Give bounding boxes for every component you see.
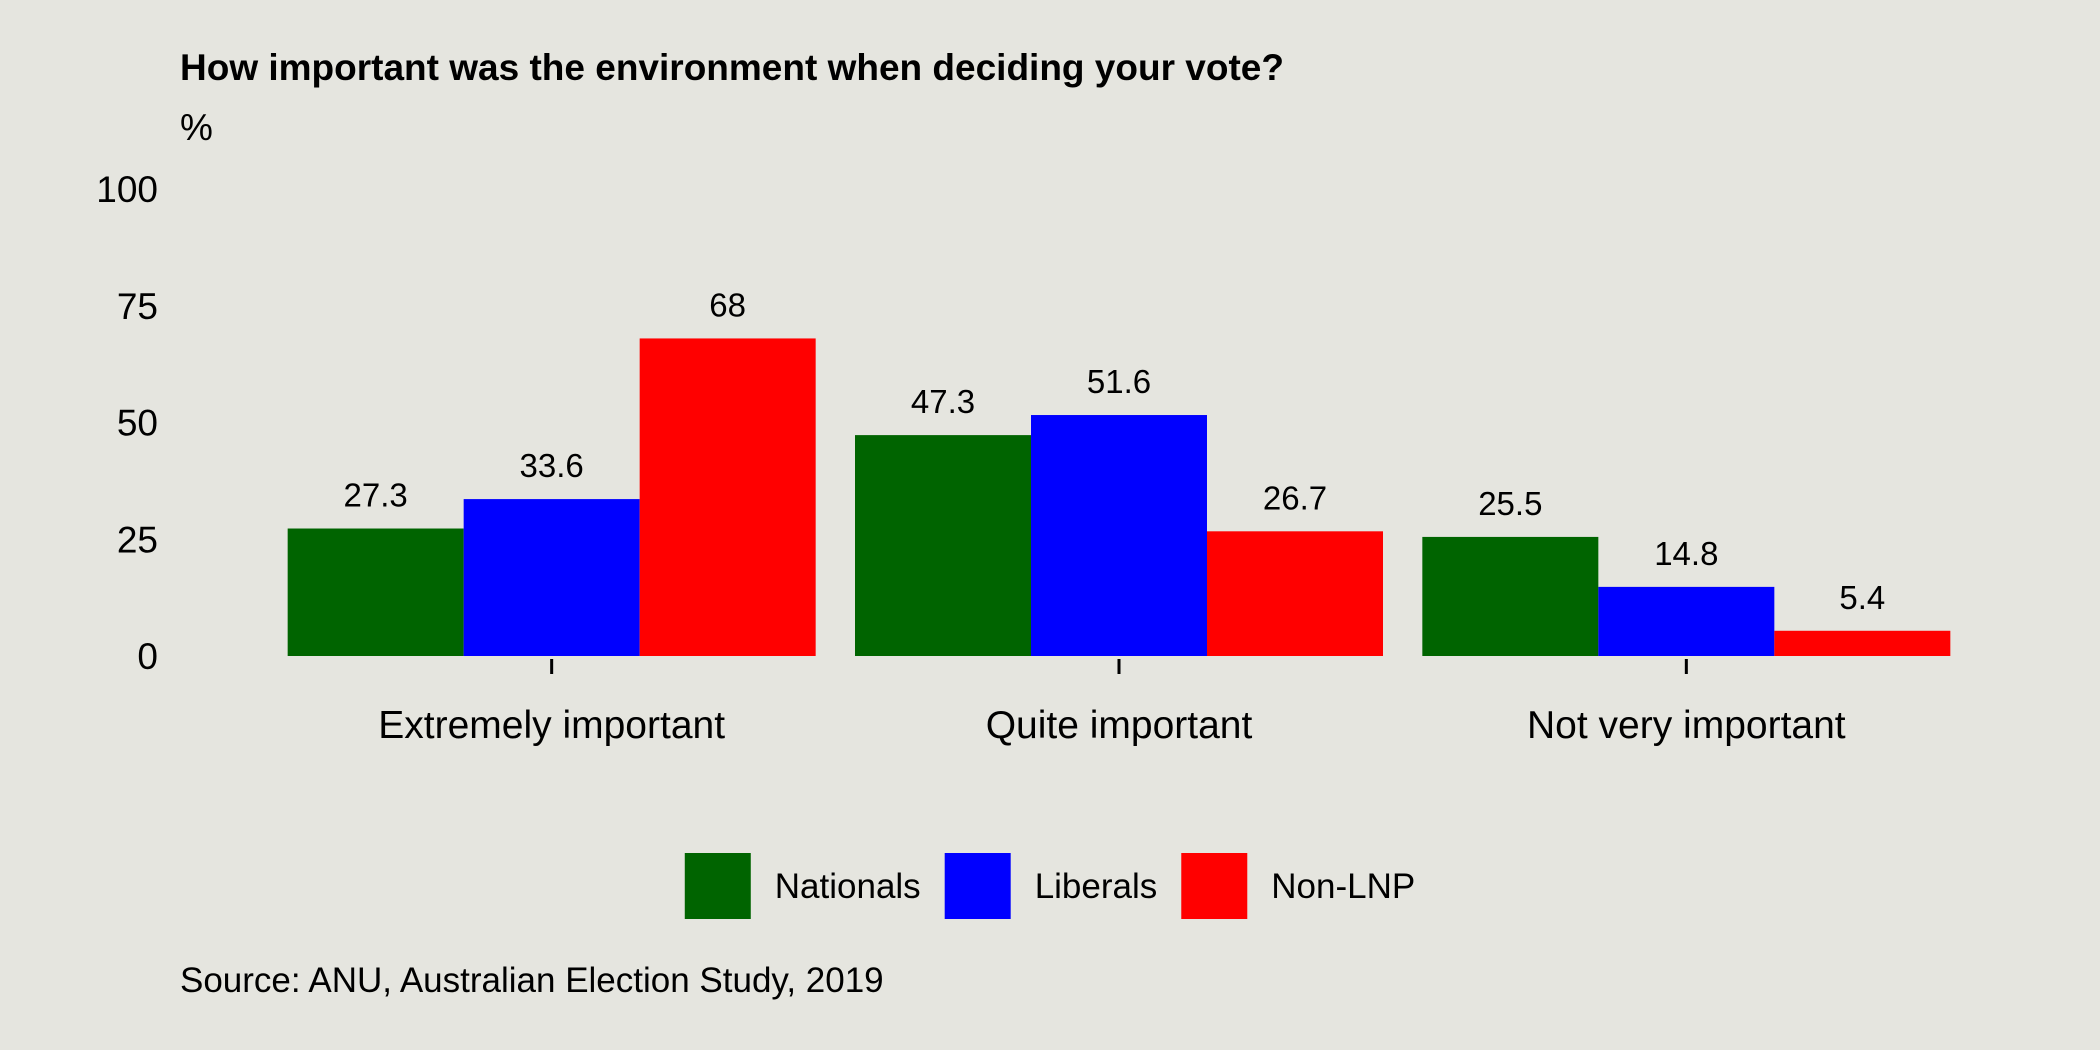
bar-non-lnp (1774, 630, 1951, 656)
bar-non-lnp (639, 338, 816, 656)
x-tick-label: Quite important (986, 704, 1253, 747)
y-tick-label: 0 (137, 636, 158, 677)
data-label: 5.4 (1839, 579, 1885, 616)
data-label: 68 (709, 286, 746, 323)
x-tick-label: Not very important (1527, 704, 1846, 747)
legend-label: Liberals (1035, 867, 1158, 906)
data-label: 33.6 (520, 447, 584, 484)
source-note: Source: ANU, Australian Election Study, … (180, 961, 884, 1000)
legend-swatch (1181, 853, 1248, 919)
data-label: 27.3 (344, 477, 408, 514)
data-label: 14.8 (1654, 535, 1718, 572)
y-tick-label: 50 (117, 403, 158, 444)
data-labels: 27.3 33.6 68 47.3 51.6 26.7 25.5 14.8 5.4 (344, 286, 1886, 615)
y-tick-label: 75 (117, 286, 158, 327)
bar-nationals (855, 435, 1031, 656)
legend-label: Non-LNP (1271, 867, 1415, 906)
bar-liberals (1031, 415, 1207, 656)
y-axis: 0 25 50 75 100 (96, 169, 158, 677)
y-tick-label: 25 (117, 519, 158, 560)
bar-nationals (1422, 536, 1599, 656)
bar-nationals (287, 528, 464, 656)
y-tick-label: 100 (96, 169, 158, 210)
chart-title: How important was the environment when d… (180, 47, 1284, 88)
legend-swatch (944, 853, 1011, 919)
data-label: 51.6 (1087, 363, 1151, 400)
bar-non-lnp (1207, 531, 1383, 656)
x-axis: Extremely important Quite important Not ve… (378, 659, 1846, 747)
data-label: 26.7 (1263, 479, 1327, 516)
bar-liberals (1598, 586, 1775, 656)
bars (287, 338, 1951, 656)
legend: Nationals Liberals Non-LNP (684, 853, 1415, 919)
data-label: 25.5 (1478, 485, 1542, 522)
legend-label: Nationals (775, 867, 921, 906)
data-label: 47.3 (911, 383, 975, 420)
x-tick-label: Extremely important (378, 704, 725, 747)
y-axis-unit: % (180, 107, 213, 148)
bar-liberals (463, 499, 640, 656)
legend-swatch (684, 853, 751, 919)
